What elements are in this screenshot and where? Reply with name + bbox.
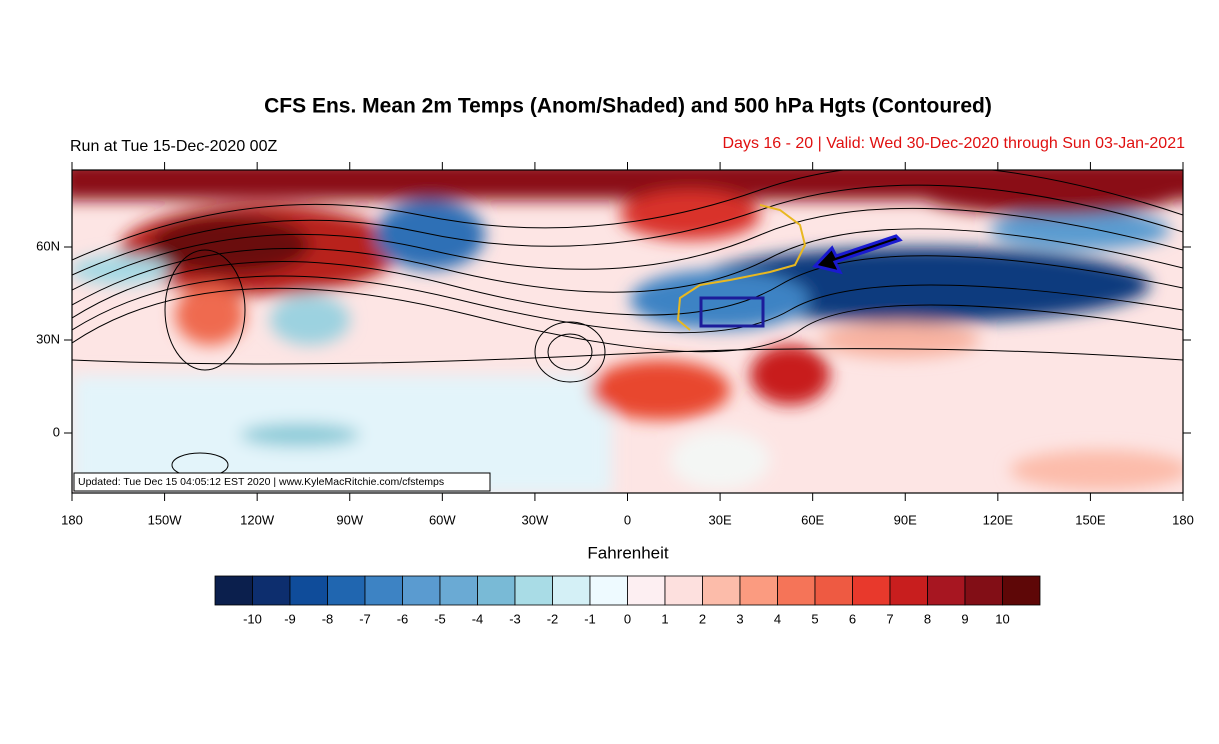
- footer: Updated: Tue Dec 15 04:05:12 EST 2020 | …: [78, 476, 444, 488]
- colorbar-tick-label: 8: [924, 611, 931, 626]
- colorbar-tick-label: 9: [961, 611, 968, 626]
- colorbar-tick-label: 4: [774, 611, 781, 626]
- colorbar-tick-label: -9: [284, 611, 296, 626]
- color-box: [1002, 575, 1041, 606]
- color-box: [552, 575, 591, 606]
- color-box: [589, 575, 628, 606]
- x-tick-label: 60E: [801, 512, 824, 527]
- color-box: [514, 575, 553, 606]
- x-tick-label: 90W: [336, 512, 363, 527]
- colorbar-tick-label: -7: [359, 611, 371, 626]
- x-tick-label: 150E: [1075, 512, 1106, 527]
- x-tick-label: 60W: [429, 512, 456, 527]
- colorbar-tick-label: -5: [434, 611, 446, 626]
- x-tick-label: 90E: [894, 512, 917, 527]
- color-box: [927, 575, 966, 606]
- colorbar-tick-label: 0: [624, 611, 631, 626]
- color-box: [889, 575, 928, 606]
- color-box: [402, 575, 441, 606]
- color-box: [289, 575, 328, 606]
- color-box: [739, 575, 778, 606]
- color-box: [627, 575, 666, 606]
- colorbar-tick-label: 1: [661, 611, 668, 626]
- colorbar-tick-label: -4: [472, 611, 484, 626]
- colorbar-tick-label: -10: [243, 611, 262, 626]
- color-box: [439, 575, 478, 606]
- axis-ticks: 180 150W 120W 90W 60W 30W 0 30E 60E 90E 120E 150E 18…: [36, 162, 1194, 527]
- colorbar-tick-label: 3: [736, 611, 743, 626]
- footer-box: [73, 472, 491, 492]
- color-box: [327, 575, 366, 606]
- x-tick-label: 180: [61, 512, 83, 527]
- color-box: [364, 575, 403, 606]
- colorbar-tick-label: 2: [699, 611, 706, 626]
- colorbar-tick-label: -8: [322, 611, 334, 626]
- colorbar-tick-label: 6: [849, 611, 856, 626]
- color-box: [702, 575, 741, 606]
- color-box: [852, 575, 891, 606]
- y-tick-label: 60N: [36, 238, 60, 253]
- colorbar-tick-label: 7: [886, 611, 893, 626]
- color-box: [664, 575, 703, 606]
- valid-label: Days 16 - 20 | Valid: Wed 30-Dec-2020 th…: [722, 135, 1185, 152]
- x-tick-label: 30E: [709, 512, 732, 527]
- color-box: [777, 575, 816, 606]
- colorbar-tick-label: -1: [584, 611, 596, 626]
- y-tick-label: 30N: [36, 331, 60, 346]
- color-box: [252, 575, 291, 606]
- colorbar-tick-label: 5: [811, 611, 818, 626]
- colorbar-tick-label: -2: [547, 611, 559, 626]
- x-tick-label: 150W: [148, 512, 183, 527]
- color-box: [964, 575, 1003, 606]
- colorbar-tick-label: -6: [397, 611, 409, 626]
- x-tick-label: 180: [1172, 512, 1194, 527]
- title: CFS Ens. Mean 2m Temps (Anom/Shaded) and…: [264, 95, 992, 118]
- colorbar-tick-label: 10: [995, 611, 1009, 626]
- y-tick-label: 0: [53, 424, 60, 439]
- color-box: [814, 575, 853, 606]
- run-label: Run at Tue 15-Dec-2020 00Z: [70, 138, 277, 155]
- map-field: [72, 170, 1183, 493]
- colorbar-tick-label: -3: [509, 611, 521, 626]
- color-box: [214, 575, 253, 606]
- color-box: [477, 575, 516, 606]
- x-tick-label: 0: [624, 512, 631, 527]
- x-tick-label: 120E: [983, 512, 1014, 527]
- x-tick-label: 120W: [240, 512, 275, 527]
- colorbar-label: Fahrenheit: [587, 543, 669, 562]
- colorbar: -10 -9 -8 -7 -6 -5 -4 -3 -2 -1 0 1 2 3 4 5 6 7 8 9 10: [214, 575, 1041, 626]
- x-tick-label: 30W: [522, 512, 549, 527]
